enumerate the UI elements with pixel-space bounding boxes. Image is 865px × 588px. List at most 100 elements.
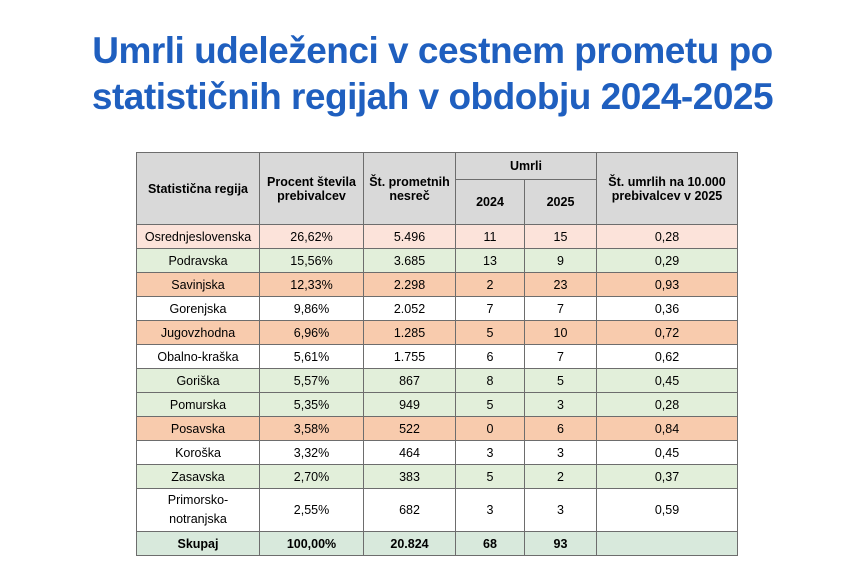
- deaths-2025-cell: 9: [524, 248, 597, 273]
- region-cell: Gorenjska: [136, 296, 260, 321]
- per10k-cell: 0,28: [596, 224, 738, 249]
- header-2024: 2024: [455, 179, 525, 225]
- deaths-2024-cell: 5: [455, 392, 525, 417]
- table-row: Zasavska 2,70% 383 5 2 0,37: [136, 464, 738, 489]
- population-pct-cell: 5,61%: [259, 344, 364, 369]
- deaths-2025-cell: 3: [524, 488, 597, 532]
- per10k-cell: 0,62: [596, 344, 738, 369]
- page-title: Umrli udeleženci v cestnem prometu po st…: [0, 28, 865, 120]
- population-pct-cell: 9,86%: [259, 296, 364, 321]
- accidents-cell: 2.298: [363, 272, 456, 297]
- table-body: Osrednjeslovenska 26,62% 5.496 11 15 0,28 Podr…: [136, 224, 738, 532]
- deaths-2024-cell: 5: [455, 320, 525, 345]
- population-pct-cell: 2,70%: [259, 464, 364, 489]
- header-accidents: Št. prometnih nesreč: [363, 152, 456, 225]
- per10k-cell: 0,59: [596, 488, 738, 532]
- deaths-2024-cell: 7: [455, 296, 525, 321]
- total-2025: 93: [524, 531, 597, 556]
- accidents-cell: 383: [363, 464, 456, 489]
- region-cell: Goriška: [136, 368, 260, 393]
- table-row: Goriška 5,57% 867 8 5 0,45: [136, 368, 738, 393]
- deaths-2024-cell: 8: [455, 368, 525, 393]
- header-deaths: Umrli: [455, 152, 597, 180]
- region-cell: Jugovzhodna: [136, 320, 260, 345]
- region-cell: Podravska: [136, 248, 260, 273]
- population-pct-cell: 26,62%: [259, 224, 364, 249]
- accidents-cell: 682: [363, 488, 456, 532]
- total-per10k: [596, 531, 738, 556]
- population-pct-cell: 2,55%: [259, 488, 364, 532]
- table-row: Obalno-kraška 5,61% 1.755 6 7 0,62: [136, 344, 738, 369]
- per10k-cell: 0,93: [596, 272, 738, 297]
- table-row: Koroška 3,32% 464 3 3 0,45: [136, 440, 738, 465]
- table-row: Posavska 3,58% 522 0 6 0,84: [136, 416, 738, 441]
- deaths-2025-cell: 6: [524, 416, 597, 441]
- accidents-cell: 5.496: [363, 224, 456, 249]
- title-line-1: Umrli udeleženci v cestnem prometu po: [92, 30, 773, 71]
- header-region: Statistična regija: [136, 152, 260, 225]
- per10k-cell: 0,37: [596, 464, 738, 489]
- accidents-cell: 464: [363, 440, 456, 465]
- accidents-cell: 949: [363, 392, 456, 417]
- deaths-2025-cell: 10: [524, 320, 597, 345]
- population-pct-cell: 12,33%: [259, 272, 364, 297]
- deaths-2025-cell: 15: [524, 224, 597, 249]
- table-row: Pomurska 5,35% 949 5 3 0,28: [136, 392, 738, 417]
- deaths-2024-cell: 6: [455, 344, 525, 369]
- region-cell: Zasavska: [136, 464, 260, 489]
- per10k-cell: 0,28: [596, 392, 738, 417]
- deaths-2025-cell: 7: [524, 344, 597, 369]
- deaths-table: Statistična regija Procent števila prebi…: [136, 152, 738, 556]
- per10k-cell: 0,84: [596, 416, 738, 441]
- deaths-2025-cell: 2: [524, 464, 597, 489]
- table-row: Jugovzhodna 6,96% 1.285 5 10 0,72: [136, 320, 738, 345]
- population-pct-cell: 3,32%: [259, 440, 364, 465]
- table-row: Podravska 15,56% 3.685 13 9 0,29: [136, 248, 738, 273]
- deaths-2024-cell: 0: [455, 416, 525, 441]
- population-pct-cell: 5,57%: [259, 368, 364, 393]
- per10k-cell: 0,36: [596, 296, 738, 321]
- total-accidents: 20.824: [363, 531, 456, 556]
- header-per10k: Št. umrlih na 10.000 prebivalcev v 2025: [596, 152, 738, 225]
- region-cell: Osrednjeslovenska: [136, 224, 260, 249]
- header-2025: 2025: [524, 179, 597, 225]
- total-2024: 68: [455, 531, 525, 556]
- per10k-cell: 0,29: [596, 248, 738, 273]
- deaths-2024-cell: 13: [455, 248, 525, 273]
- region-cell: Posavska: [136, 416, 260, 441]
- deaths-2024-cell: 3: [455, 488, 525, 532]
- region-cell: Obalno-kraška: [136, 344, 260, 369]
- deaths-2024-cell: 11: [455, 224, 525, 249]
- region-cell: Primorsko-notranjska: [136, 488, 260, 532]
- accidents-cell: 3.685: [363, 248, 456, 273]
- per10k-cell: 0,45: [596, 368, 738, 393]
- per10k-cell: 0,45: [596, 440, 738, 465]
- deaths-2025-cell: 7: [524, 296, 597, 321]
- total-row: Skupaj 100,00% 20.824 68 93: [136, 531, 738, 556]
- deaths-2025-cell: 5: [524, 368, 597, 393]
- accidents-cell: 2.052: [363, 296, 456, 321]
- region-cell: Savinjska: [136, 272, 260, 297]
- total-pct: 100,00%: [259, 531, 364, 556]
- header-population-pct: Procent števila prebivalcev: [259, 152, 364, 225]
- accidents-cell: 522: [363, 416, 456, 441]
- table-row: Primorsko-notranjska 2,55% 682 3 3 0,59: [136, 488, 738, 532]
- title-line-2: statističnih regijah v obdobju 2024-2025: [91, 76, 774, 117]
- population-pct-cell: 3,58%: [259, 416, 364, 441]
- deaths-2025-cell: 3: [524, 392, 597, 417]
- accidents-cell: 1.755: [363, 344, 456, 369]
- table-row: Savinjska 12,33% 2.298 2 23 0,93: [136, 272, 738, 297]
- deaths-2025-cell: 23: [524, 272, 597, 297]
- table-row: Gorenjska 9,86% 2.052 7 7 0,36: [136, 296, 738, 321]
- accidents-cell: 867: [363, 368, 456, 393]
- per10k-cell: 0,72: [596, 320, 738, 345]
- accidents-cell: 1.285: [363, 320, 456, 345]
- table-row: Osrednjeslovenska 26,62% 5.496 11 15 0,28: [136, 224, 738, 249]
- population-pct-cell: 15,56%: [259, 248, 364, 273]
- population-pct-cell: 5,35%: [259, 392, 364, 417]
- deaths-2024-cell: 2: [455, 272, 525, 297]
- total-label: Skupaj: [136, 531, 260, 556]
- deaths-2024-cell: 5: [455, 464, 525, 489]
- region-cell: Koroška: [136, 440, 260, 465]
- deaths-2025-cell: 3: [524, 440, 597, 465]
